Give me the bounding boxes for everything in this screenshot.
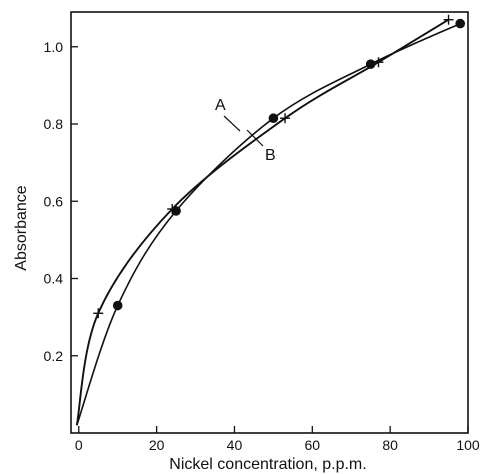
y-axis-label: Absorbance [13, 185, 30, 270]
x-axis-label: Nickel concentration, p.p.m. [169, 456, 366, 473]
y-tick-label: 0.2 [44, 348, 64, 364]
plot-frame [71, 12, 468, 433]
data-point-a [455, 19, 465, 29]
data-point-b [444, 15, 454, 25]
curve-a [77, 24, 460, 426]
data-point-b [93, 308, 103, 318]
x-tick-label: 80 [382, 437, 398, 453]
x-axis-ticks: 0 20 40 60 80 100 [75, 426, 480, 453]
y-tick-label: 1.0 [44, 39, 64, 55]
curves [77, 20, 460, 426]
x-tick-label: 20 [149, 437, 165, 453]
markers [93, 15, 465, 319]
data-point-a [366, 59, 376, 69]
leader-line-a [224, 116, 240, 131]
y-tick-label: 0.8 [44, 116, 64, 132]
y-tick-label: 0.6 [44, 193, 64, 209]
curve-b [77, 20, 449, 426]
x-tick-label: 0 [75, 437, 83, 453]
plot-area [71, 12, 468, 433]
y-tick-label: 0.4 [44, 271, 64, 287]
x-tick-label: 40 [227, 437, 243, 453]
data-point-a [269, 113, 279, 123]
y-axis-ticks: 0.2 0.4 0.6 0.8 1.0 [44, 39, 78, 364]
curve-label-b: B [265, 147, 276, 164]
data-point-a [113, 301, 123, 311]
x-tick-label: 60 [305, 437, 321, 453]
curve-label-a: A [215, 97, 226, 114]
x-tick-label: 100 [456, 437, 480, 453]
